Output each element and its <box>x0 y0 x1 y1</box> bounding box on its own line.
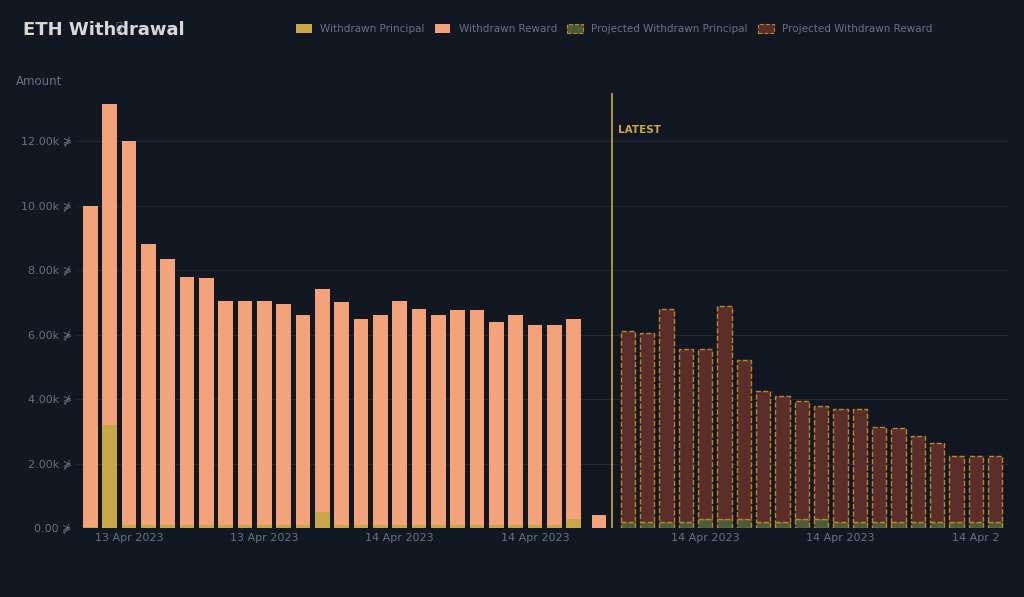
Bar <box>296 315 310 525</box>
Bar <box>988 456 1002 522</box>
Bar <box>470 525 484 528</box>
Bar <box>373 315 387 525</box>
Bar <box>83 205 97 527</box>
Bar <box>180 525 195 528</box>
Bar <box>373 525 387 528</box>
Bar <box>218 301 232 525</box>
Bar <box>335 302 349 525</box>
Bar <box>717 519 732 528</box>
Text: LATEST: LATEST <box>617 125 660 135</box>
Bar <box>736 519 751 528</box>
Bar <box>257 525 271 528</box>
Bar <box>679 522 693 528</box>
Bar <box>508 525 523 528</box>
Bar <box>621 522 635 528</box>
Bar <box>141 244 156 525</box>
Bar <box>988 522 1002 528</box>
Bar <box>412 309 426 525</box>
Bar <box>141 525 156 528</box>
Bar <box>698 349 713 519</box>
Bar <box>640 333 654 522</box>
Bar <box>949 456 964 522</box>
Bar <box>451 525 465 528</box>
Bar <box>296 525 310 528</box>
Bar <box>566 519 581 528</box>
Bar <box>392 301 407 525</box>
Bar <box>83 527 97 528</box>
Bar <box>392 525 407 528</box>
Text: Amount: Amount <box>16 75 62 88</box>
Bar <box>527 525 543 528</box>
Bar <box>547 325 561 525</box>
Bar <box>717 306 732 519</box>
Bar <box>489 322 504 525</box>
Bar <box>412 525 426 528</box>
Bar <box>891 428 905 522</box>
Bar <box>698 519 713 528</box>
Bar <box>659 309 674 522</box>
Bar <box>621 331 635 522</box>
Legend: Withdrawn Principal, Withdrawn Reward, Projected Withdrawn Principal, Projected : Withdrawn Principal, Withdrawn Reward, P… <box>292 20 937 38</box>
Bar <box>547 525 561 528</box>
Bar <box>910 522 925 528</box>
Bar <box>930 443 944 522</box>
Bar <box>679 349 693 522</box>
Bar <box>775 396 790 522</box>
Bar <box>470 310 484 525</box>
Bar <box>102 104 117 425</box>
Bar <box>218 525 232 528</box>
Text: ⓘ: ⓘ <box>116 22 122 32</box>
Bar <box>353 319 369 525</box>
Bar <box>775 522 790 528</box>
Bar <box>431 525 445 528</box>
Bar <box>834 522 848 528</box>
Bar <box>795 401 809 519</box>
Bar <box>527 325 543 525</box>
Bar <box>891 522 905 528</box>
Bar <box>489 525 504 528</box>
Bar <box>257 301 271 525</box>
Bar <box>659 522 674 528</box>
Bar <box>335 525 349 528</box>
Bar <box>161 525 175 528</box>
Bar <box>276 525 291 528</box>
Bar <box>814 519 828 528</box>
Bar <box>640 522 654 528</box>
Bar <box>180 276 195 525</box>
Bar <box>276 304 291 525</box>
Bar <box>353 525 369 528</box>
Bar <box>566 319 581 519</box>
Bar <box>814 406 828 519</box>
Bar <box>122 141 136 525</box>
Bar <box>199 278 214 525</box>
Bar <box>508 315 523 525</box>
Bar <box>161 259 175 525</box>
Bar <box>834 409 848 522</box>
Bar <box>910 436 925 522</box>
Bar <box>122 525 136 528</box>
Bar <box>102 425 117 528</box>
Bar <box>756 391 770 522</box>
Bar <box>315 290 330 512</box>
Bar <box>238 301 252 525</box>
Bar <box>871 522 887 528</box>
Bar <box>969 456 983 522</box>
Bar <box>451 310 465 525</box>
Bar <box>238 525 252 528</box>
Text: ETH Withdrawal: ETH Withdrawal <box>23 21 184 39</box>
Bar <box>853 409 867 522</box>
Bar <box>592 515 606 528</box>
Bar <box>969 522 983 528</box>
Bar <box>930 522 944 528</box>
Bar <box>199 525 214 528</box>
Bar <box>756 522 770 528</box>
Bar <box>871 427 887 522</box>
Bar <box>315 512 330 528</box>
Bar <box>795 519 809 528</box>
Bar <box>736 361 751 519</box>
Bar <box>949 522 964 528</box>
Bar <box>431 315 445 525</box>
Bar <box>853 522 867 528</box>
